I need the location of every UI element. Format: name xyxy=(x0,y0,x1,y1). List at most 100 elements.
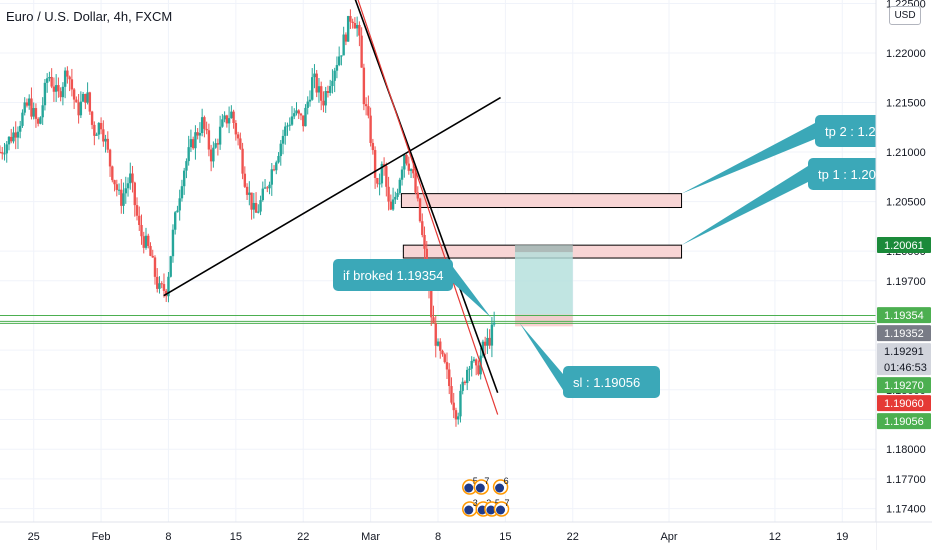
candle-body xyxy=(290,116,294,125)
event-marker[interactable]: 7 xyxy=(493,498,510,517)
y-tick-label: 1.18000 xyxy=(886,444,926,456)
candle-body xyxy=(481,341,485,356)
candle-body xyxy=(221,119,224,127)
candle-body xyxy=(474,359,478,366)
grid xyxy=(0,0,876,522)
y-tick-label: 1.17700 xyxy=(886,474,926,486)
candle-body xyxy=(299,113,303,116)
y-tick-label: 1.22000 xyxy=(886,48,926,60)
candle-body xyxy=(486,337,489,346)
event-marker[interactable]: 7 xyxy=(473,476,489,495)
falling-resistance[interactable] xyxy=(351,0,499,394)
flag-icon xyxy=(495,483,505,493)
candle-body xyxy=(142,236,145,248)
position-loss-zone[interactable] xyxy=(515,314,573,327)
candle-body xyxy=(39,117,42,124)
candle-body xyxy=(21,112,24,126)
candle-body xyxy=(32,108,35,117)
candle-body xyxy=(14,132,17,138)
candle-body xyxy=(344,34,348,42)
zone-upper[interactable] xyxy=(400,193,683,209)
candle-body xyxy=(1,152,4,154)
economic-events[interactable]: 5763257 xyxy=(462,476,510,517)
candle-body xyxy=(254,202,258,213)
candle-body xyxy=(135,205,139,216)
candle-body xyxy=(335,65,339,71)
trendlines[interactable] xyxy=(163,0,501,415)
candle-body xyxy=(311,77,314,100)
candle-body xyxy=(448,369,451,387)
candle-body xyxy=(468,368,471,370)
event-marker[interactable]: 5 xyxy=(462,476,478,495)
candle-body xyxy=(443,354,446,363)
candle-body xyxy=(371,142,375,151)
candle-body xyxy=(7,136,11,145)
candle-body xyxy=(203,117,206,129)
candle-body xyxy=(373,150,377,178)
candle-body xyxy=(34,108,38,119)
price-badge: 1.19354 xyxy=(877,307,931,324)
candle-body xyxy=(162,284,166,291)
price-badge: 1.19056 xyxy=(877,413,931,430)
candle-body xyxy=(457,416,460,420)
flag-icon xyxy=(464,483,474,493)
candle-body xyxy=(200,117,204,134)
candle-body xyxy=(259,200,262,212)
candle-body xyxy=(378,183,381,185)
candle-body xyxy=(45,78,49,83)
candle-body xyxy=(54,85,58,92)
candle-body xyxy=(99,123,103,130)
candle-body xyxy=(412,169,415,174)
candle-body xyxy=(483,341,487,346)
candle-body xyxy=(306,101,309,108)
event-label: 6 xyxy=(504,476,509,486)
candle-body xyxy=(320,86,323,101)
candle-body xyxy=(405,154,408,164)
price-badge-label: 1.19352 xyxy=(884,328,924,340)
y-tick-label: 1.19700 xyxy=(886,276,926,288)
candle-body xyxy=(492,322,496,325)
candle-body xyxy=(324,91,327,106)
candle-body xyxy=(268,184,271,189)
candle-body xyxy=(156,276,159,289)
candle-body xyxy=(212,147,215,162)
candle-body xyxy=(461,381,464,391)
rising-support[interactable] xyxy=(163,96,501,297)
event-marker[interactable]: 6 xyxy=(492,476,509,495)
x-tick-label: Feb xyxy=(92,531,111,543)
candle-body xyxy=(191,139,195,149)
currency-button[interactable]: USD xyxy=(889,6,921,25)
callout-2[interactable]: if broked 1.19354 xyxy=(333,259,491,318)
event-marker[interactable]: 3 xyxy=(462,498,478,517)
candle-body xyxy=(385,166,388,187)
candle-body xyxy=(277,155,280,163)
candle-body xyxy=(81,93,85,102)
y-tick-label: 1.21500 xyxy=(886,98,926,110)
candle-body xyxy=(328,86,332,93)
callout-3[interactable]: sl : 1.19056 xyxy=(519,323,660,398)
x-tick-label: 8 xyxy=(435,531,441,543)
candle-body xyxy=(68,76,71,80)
position-profit-zone[interactable] xyxy=(515,245,573,324)
candle-body xyxy=(138,215,141,226)
candle-body xyxy=(90,111,94,125)
candle-body xyxy=(111,166,114,181)
falling-resistance-red[interactable] xyxy=(354,0,499,415)
candle-body xyxy=(12,132,15,142)
price-badge-label: 1.19056 xyxy=(884,416,924,428)
price-badge: 1.20061 xyxy=(877,237,931,254)
candle-body xyxy=(61,86,65,98)
price-badge-bg xyxy=(877,325,931,342)
candle-body xyxy=(466,369,469,384)
candle-body xyxy=(297,110,300,114)
candle-body xyxy=(430,289,433,318)
candle-body xyxy=(79,101,83,116)
long-position-tool[interactable] xyxy=(515,245,573,327)
candle-body xyxy=(218,126,222,145)
candle-body xyxy=(43,82,47,106)
candle-body xyxy=(120,189,123,206)
candle-body xyxy=(189,139,193,148)
candle-body xyxy=(169,256,172,277)
